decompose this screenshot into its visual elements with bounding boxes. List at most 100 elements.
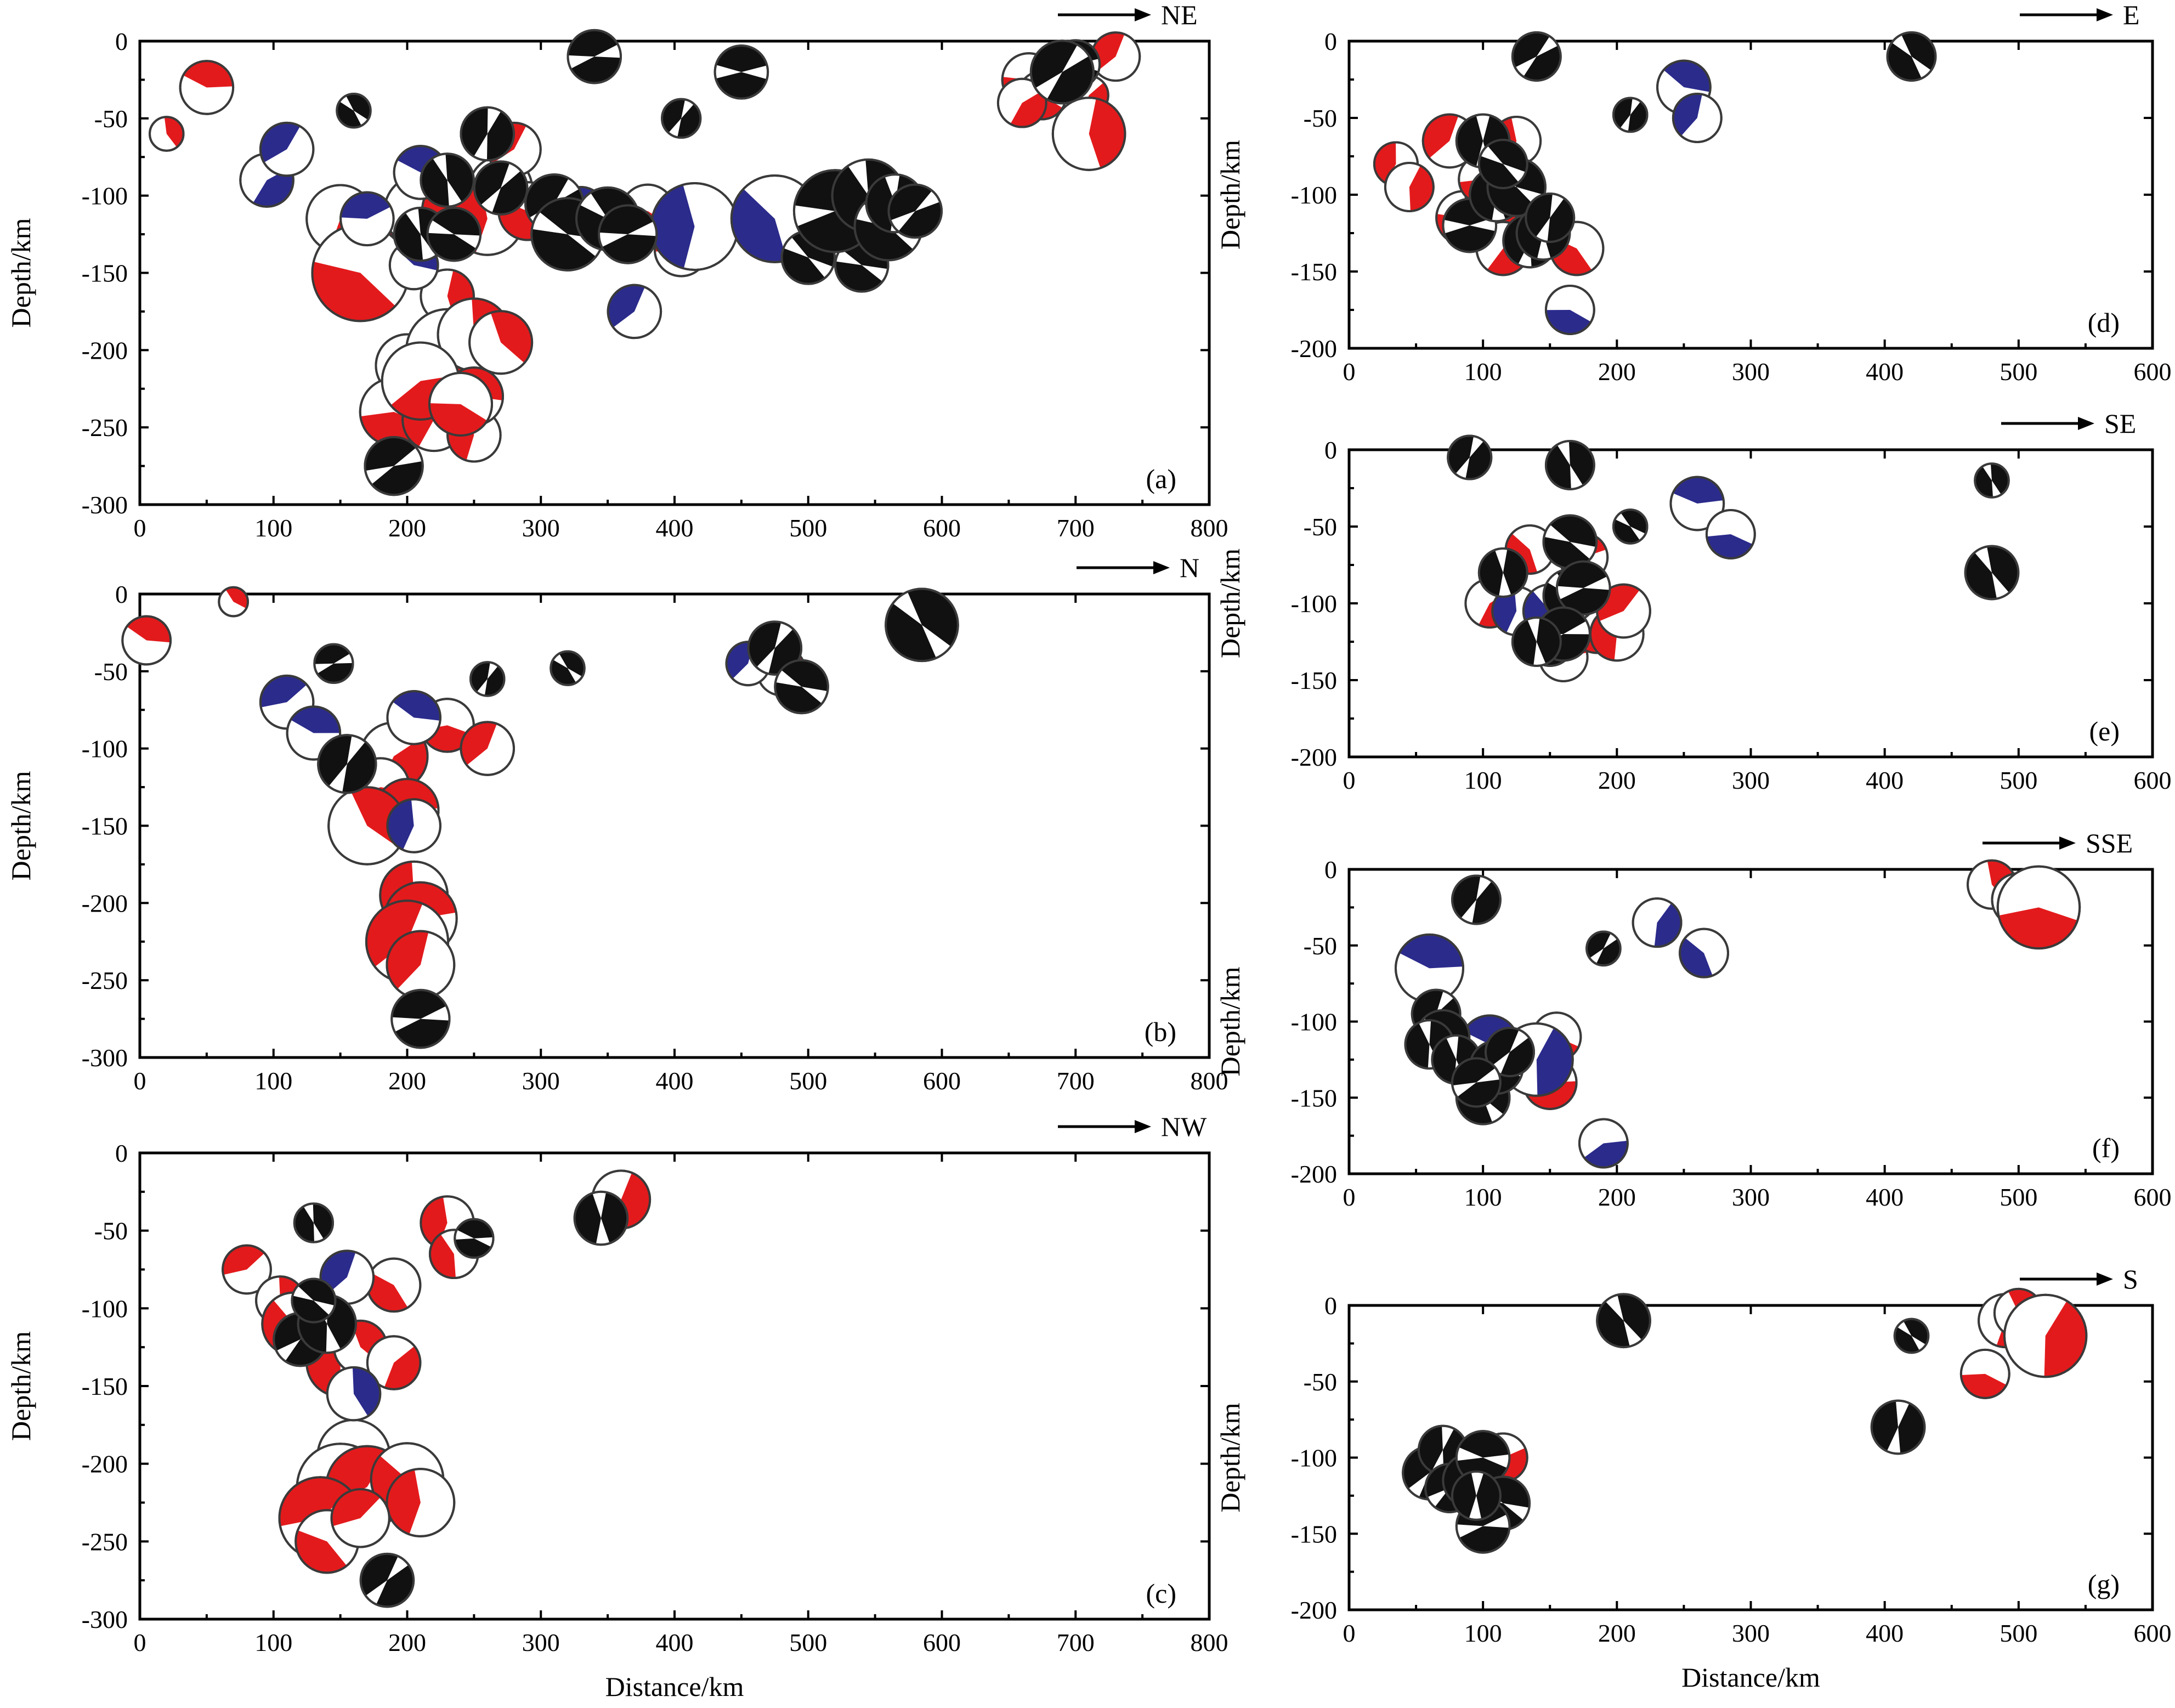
x-tick-label: 600 [2134,358,2172,386]
y-tick-label: 0 [1324,436,1337,464]
focal-mechanism-black [1612,508,1649,545]
y-tick-label: -200 [82,889,128,917]
y-tick-label: -200 [1291,335,1337,363]
x-tick-label: 500 [789,1067,827,1095]
y-axis-title: Depth/km [5,1331,36,1441]
y-tick-label: -150 [82,1372,128,1400]
x-tick-label: 700 [1057,1067,1095,1095]
focal-mechanism-blue [1679,927,1729,979]
panel-label: (g) [2088,1569,2120,1599]
arrow-head [1153,561,1170,574]
direction-label: S [2123,1264,2138,1294]
focal-mechanism-black [1585,930,1622,967]
focal-mechanism-black [1451,874,1502,925]
y-tick-label: -100 [82,735,128,763]
focal-mechanism-blue [339,191,395,247]
focal-mechanism-black [426,206,482,262]
focal-mechanism-black [1525,193,1576,243]
focal-mechanism-red [366,1335,422,1390]
x-tick-label: 200 [1598,1183,1636,1211]
y-axis-title: Depth/km [1215,548,1245,658]
x-tick-label: 0 [134,1067,146,1095]
focal-mechanism-red [1996,865,2081,950]
focal-mechanism-black [1555,560,1611,616]
arrow-head [2097,1272,2113,1286]
focal-mechanism-black [1485,1027,1535,1077]
focal-mechanism-blue [1705,509,1756,559]
focal-mechanism-black [1596,1293,1651,1349]
x-tick-label: 100 [1464,1619,1502,1647]
y-axis-title: Depth/km [1215,140,1245,250]
panel-label: (a) [1146,463,1177,494]
x-tick-label: 300 [1732,358,1770,386]
focal-mechanism-red [311,223,410,323]
plot-frame-b [138,592,1211,1059]
focal-mechanism-red [149,116,185,152]
x-tick-label: 300 [1732,1183,1770,1211]
panel-f: 0 100 200 300 400 500 600 0 -50 -100 -150 -200 Depth… [1215,828,2172,1211]
focal-mechanism-black [317,734,377,794]
focal-mechanism-black [1612,97,1649,133]
focal-mechanism-blue [1672,93,1723,143]
x-tick-label: 800 [1191,1628,1228,1656]
focal-mechanism-red [1384,162,1435,212]
x-tick-label: 300 [1732,1619,1770,1647]
y-tick-label: 0 [115,1139,128,1167]
x-tick-label: 100 [1464,1183,1502,1211]
x-tick-label: 400 [656,1628,694,1656]
y-tick-label: -200 [1291,743,1337,771]
panel-b: 0 100 200 300 400 500 600 700 800 0 -50 -100 -150 -20… [5,552,1228,1095]
focal-mechanism-black [1544,440,1595,490]
x-tick-label: 800 [1191,1067,1228,1095]
panel-a: 0 100 200 300 400 500 600 700 800 0 -50 -100 -150 -20… [5,0,1228,542]
focal-mechanism-black [1477,547,1528,598]
focal-mechanism-red [2003,1293,2088,1378]
focal-mechanism-black [1511,31,1562,82]
x-tick-label: 600 [923,1628,961,1656]
arrow-head [2097,8,2113,21]
focal-mechanism-black [336,93,372,129]
x-axis-title: Distance/km [1681,1662,1820,1693]
focal-mechanism-black [661,98,702,139]
focal-mechanism-black [460,106,516,162]
focal-mechanism-black [293,1202,334,1243]
focal-mechanism-red [330,1488,390,1548]
focal-mechanism-black [550,650,586,686]
arrow-head [2059,836,2076,850]
focal-mechanism-black [567,29,622,84]
y-tick-label: 0 [1324,1292,1337,1320]
focal-mechanism-black [713,44,769,100]
focal-mechanism-black [885,587,959,663]
y-tick-label: -150 [1291,1520,1337,1548]
x-tick-label: 600 [2134,1619,2172,1647]
y-tick-label: -100 [1291,181,1337,209]
y-tick-label: -50 [1304,513,1337,541]
focal-mechanism-black [469,661,506,697]
x-tick-label: 0 [1343,1619,1356,1647]
focal-mechanism-red [996,77,1047,128]
x-tick-label: 400 [656,514,694,542]
focal-mechanism-blue [286,705,342,761]
focal-mechanism-red [218,586,249,618]
x-tick-label: 200 [1598,766,1636,794]
y-axis-title: Depth/km [5,771,36,880]
y-tick-label: -150 [1291,1084,1337,1112]
y-tick-label: -250 [82,414,128,442]
x-tick-label: 600 [2134,766,2172,794]
x-tick-label: 200 [1598,358,1636,386]
x-tick-label: 200 [388,514,426,542]
x-tick-label: 0 [1343,358,1356,386]
x-tick-label: 100 [1464,358,1502,386]
y-tick-label: 0 [115,580,128,608]
focal-mechanism-red [1959,1348,2010,1399]
x-tick-label: 100 [254,1628,292,1656]
x-tick-label: 500 [789,514,827,542]
y-tick-label: -150 [1291,666,1337,694]
focal-mechanism-black [1029,39,1095,105]
focal-mechanism-blue [607,284,662,340]
focal-mechanism-black [598,204,658,264]
x-tick-label: 300 [522,514,560,542]
arrow-head [1135,1120,1151,1133]
panel-g: 0 100 200 300 400 500 600 0 -50 -100 -150 -200 Depth… [1215,1264,2172,1693]
